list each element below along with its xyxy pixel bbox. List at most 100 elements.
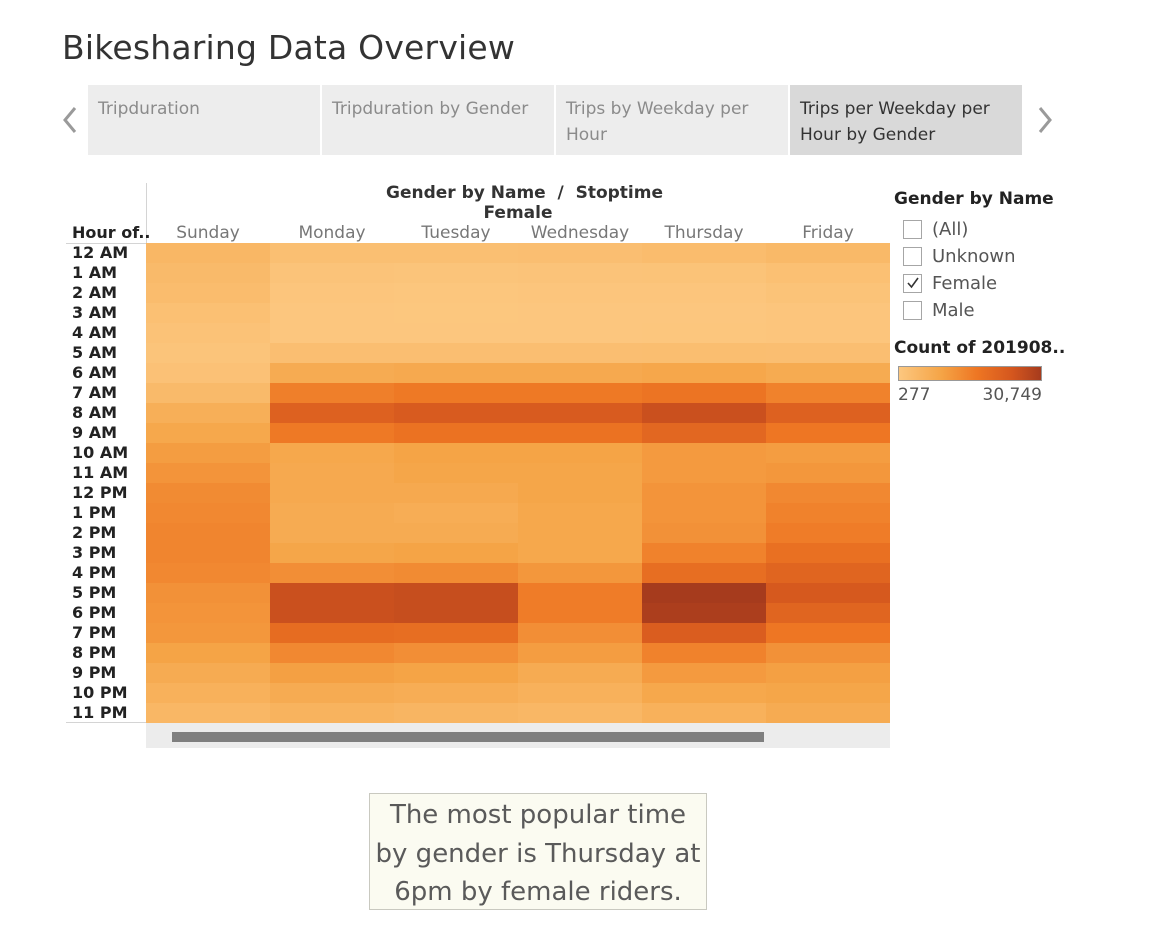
heatmap-cell[interactable] xyxy=(766,263,890,283)
heatmap-cell[interactable] xyxy=(518,703,642,723)
heatmap-cell[interactable] xyxy=(394,623,518,643)
heatmap-cell[interactable] xyxy=(270,243,394,263)
heatmap-cell[interactable] xyxy=(518,243,642,263)
heatmap-cell[interactable] xyxy=(642,683,766,703)
heatmap-cell[interactable] xyxy=(270,563,394,583)
scrollbar-thumb[interactable] xyxy=(172,732,764,742)
heatmap-cell[interactable] xyxy=(766,283,890,303)
heatmap-cell[interactable] xyxy=(394,523,518,543)
heatmap-cell[interactable] xyxy=(270,523,394,543)
heatmap-cell[interactable] xyxy=(146,363,270,383)
heatmap-cell[interactable] xyxy=(642,583,766,603)
heatmap-cell[interactable] xyxy=(518,343,642,363)
heatmap-cell[interactable] xyxy=(394,503,518,523)
heatmap-cell[interactable] xyxy=(270,503,394,523)
filter-option[interactable]: Female xyxy=(903,272,997,294)
heatmap-cell[interactable] xyxy=(518,623,642,643)
heatmap-cell[interactable] xyxy=(270,483,394,503)
filter-option[interactable]: (All) xyxy=(903,218,968,240)
heatmap-cell[interactable] xyxy=(394,243,518,263)
heatmap-cell[interactable] xyxy=(642,643,766,663)
heatmap-cell[interactable] xyxy=(518,543,642,563)
heatmap-cell[interactable] xyxy=(766,543,890,563)
heatmap-cell[interactable] xyxy=(270,263,394,283)
heatmap-cell[interactable] xyxy=(394,563,518,583)
heatmap-cell[interactable] xyxy=(394,703,518,723)
heatmap-cell[interactable] xyxy=(270,643,394,663)
heatmap-cell[interactable] xyxy=(146,303,270,323)
heatmap-cell[interactable] xyxy=(270,603,394,623)
heatmap-cell[interactable] xyxy=(766,303,890,323)
heatmap-cell[interactable] xyxy=(394,383,518,403)
heatmap-cell[interactable] xyxy=(270,463,394,483)
heatmap-cell[interactable] xyxy=(766,323,890,343)
heatmap-cell[interactable] xyxy=(642,543,766,563)
heatmap-cell[interactable] xyxy=(146,583,270,603)
heatmap-cell[interactable] xyxy=(270,403,394,423)
heatmap-cell[interactable] xyxy=(518,463,642,483)
heatmap-cell[interactable] xyxy=(518,683,642,703)
heatmap-cell[interactable] xyxy=(642,523,766,543)
heatmap-cell[interactable] xyxy=(146,483,270,503)
heatmap-cell[interactable] xyxy=(394,663,518,683)
heatmap-cell[interactable] xyxy=(270,303,394,323)
heatmap-cell[interactable] xyxy=(766,703,890,723)
heatmap-cell[interactable] xyxy=(518,263,642,283)
heatmap-cell[interactable] xyxy=(766,563,890,583)
heatmap-cell[interactable] xyxy=(394,343,518,363)
tab-tripduration-by-gender[interactable]: Tripduration by Gender xyxy=(322,85,554,155)
heatmap-cell[interactable] xyxy=(394,263,518,283)
heatmap-cell[interactable] xyxy=(642,363,766,383)
heatmap-cell[interactable] xyxy=(518,403,642,423)
heatmap-cell[interactable] xyxy=(518,643,642,663)
heatmap-cell[interactable] xyxy=(518,523,642,543)
heatmap-cell[interactable] xyxy=(518,363,642,383)
heatmap-cell[interactable] xyxy=(766,423,890,443)
heatmap-cell[interactable] xyxy=(642,443,766,463)
chevron-right-icon[interactable] xyxy=(1034,104,1054,136)
checkbox[interactable] xyxy=(903,246,922,266)
checkbox-checked[interactable] xyxy=(903,273,922,293)
heatmap-cell[interactable] xyxy=(270,283,394,303)
heatmap-cell[interactable] xyxy=(270,363,394,383)
heatmap-cell[interactable] xyxy=(146,443,270,463)
heatmap-cell[interactable] xyxy=(394,283,518,303)
heatmap-cell[interactable] xyxy=(270,583,394,603)
checkbox[interactable] xyxy=(903,300,922,320)
heatmap-cell[interactable] xyxy=(518,383,642,403)
heatmap-cell[interactable] xyxy=(642,463,766,483)
heatmap-cell[interactable] xyxy=(518,423,642,443)
heatmap-cell[interactable] xyxy=(394,423,518,443)
heatmap-cell[interactable] xyxy=(642,483,766,503)
heatmap-cell[interactable] xyxy=(146,683,270,703)
heatmap-cell[interactable] xyxy=(394,323,518,343)
heatmap-cell[interactable] xyxy=(146,563,270,583)
heatmap-cell[interactable] xyxy=(766,403,890,423)
heatmap-cell[interactable] xyxy=(518,603,642,623)
heatmap-cell[interactable] xyxy=(766,623,890,643)
heatmap-cell[interactable] xyxy=(394,603,518,623)
heatmap-cell[interactable] xyxy=(766,343,890,363)
heatmap-cell[interactable] xyxy=(766,603,890,623)
heatmap-cell[interactable] xyxy=(270,383,394,403)
heatmap-cell[interactable] xyxy=(518,443,642,463)
heatmap-cell[interactable] xyxy=(394,363,518,383)
tab-trips-by-weekday-per-hour[interactable]: Trips by Weekday per Hour xyxy=(556,85,788,155)
heatmap-cell[interactable] xyxy=(518,583,642,603)
heatmap-cell[interactable] xyxy=(394,443,518,463)
heatmap-cell[interactable] xyxy=(270,423,394,443)
checkbox[interactable] xyxy=(903,219,922,239)
heatmap-cell[interactable] xyxy=(146,403,270,423)
filter-option[interactable]: Male xyxy=(903,299,975,321)
heatmap-cell[interactable] xyxy=(270,543,394,563)
heatmap-cell[interactable] xyxy=(146,543,270,563)
heatmap-cell[interactable] xyxy=(518,503,642,523)
heatmap-cell[interactable] xyxy=(146,283,270,303)
heatmap-cell[interactable] xyxy=(146,643,270,663)
heatmap-cell[interactable] xyxy=(146,703,270,723)
heatmap-cell[interactable] xyxy=(642,243,766,263)
heatmap-cell[interactable] xyxy=(270,703,394,723)
heatmap-cell[interactable] xyxy=(766,683,890,703)
heatmap-cell[interactable] xyxy=(518,303,642,323)
heatmap-cell[interactable] xyxy=(518,323,642,343)
